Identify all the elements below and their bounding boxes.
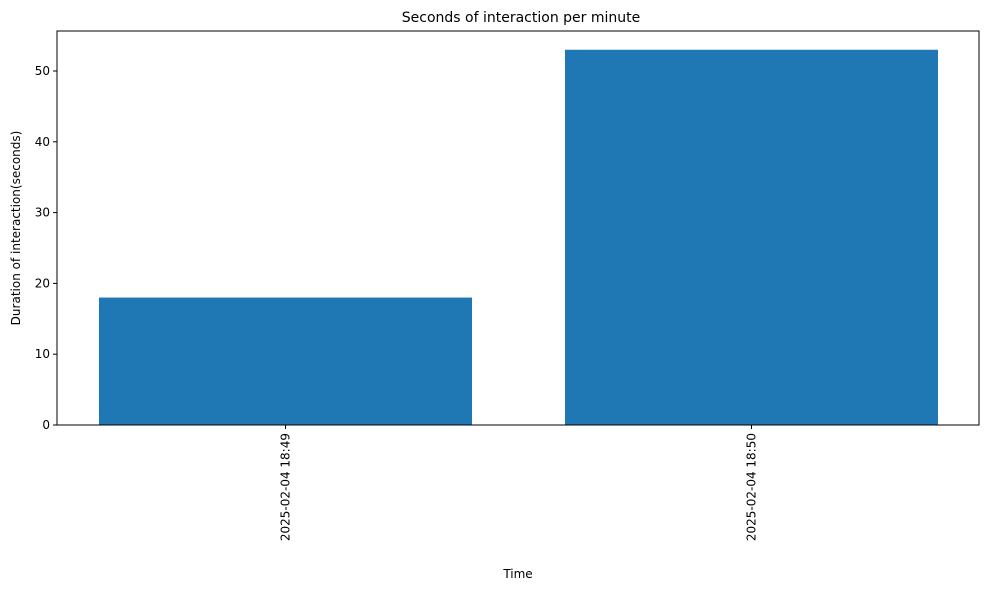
- chart-title: Seconds of interaction per minute: [402, 10, 640, 26]
- bars-group: [99, 49, 938, 425]
- y-tick-label: 30: [35, 206, 50, 220]
- y-tick-label: 0: [42, 418, 50, 432]
- y-tick-label: 50: [35, 64, 50, 78]
- y-axis-ticks: 0 10 20 30 40 50: [35, 64, 57, 432]
- plot-area-frame: [56, 30, 980, 426]
- y-tick-label: 40: [35, 135, 50, 149]
- y-tick-label: 20: [35, 276, 50, 290]
- y-tick-label: 10: [35, 347, 50, 361]
- x-axis-ticks: 2025-02-04 18:49 2025-02-04 18:50: [279, 425, 759, 541]
- y-axis-label: Duration of interaction(seconds): [9, 131, 23, 326]
- bar-1: [565, 49, 938, 425]
- x-tick-label: 2025-02-04 18:50: [745, 433, 759, 541]
- x-axis-label: Time: [502, 567, 532, 581]
- x-tick-label: 2025-02-04 18:49: [279, 433, 293, 541]
- bar-0: [99, 297, 472, 425]
